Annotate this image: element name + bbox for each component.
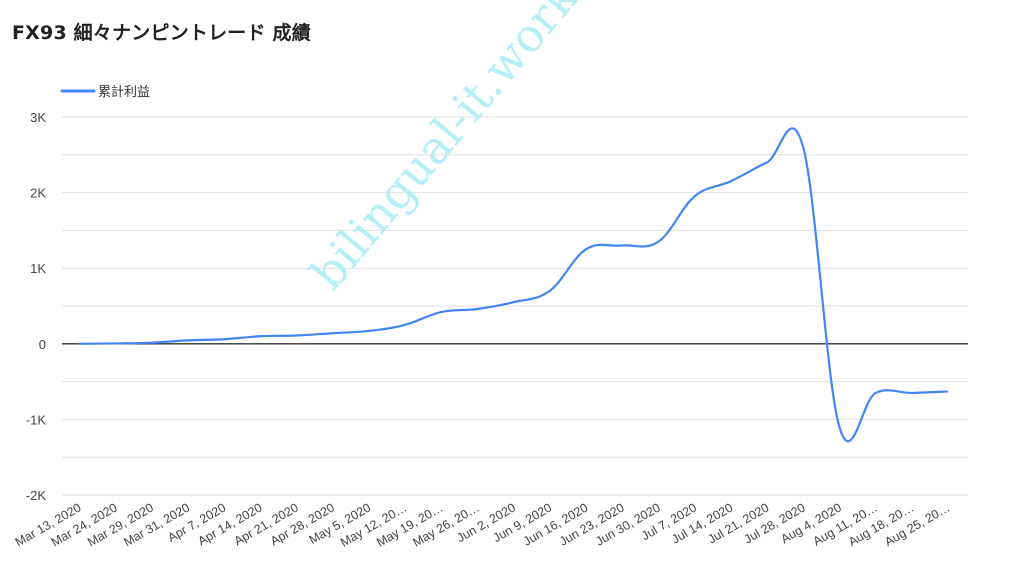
- data-point[interactable]: [220, 335, 228, 343]
- data-point[interactable]: [727, 177, 735, 185]
- chart-title: FX93 細々ナンピントレード 成績: [12, 22, 311, 44]
- data-point[interactable]: [401, 321, 409, 329]
- y-axis-ticks: 3K 2K 1K 0 -1K -2K: [26, 110, 47, 503]
- y-tick-label: 3K: [30, 110, 46, 125]
- data-point[interactable]: [872, 389, 880, 397]
- data-point[interactable]: [618, 242, 626, 250]
- legend-label: 累計利益: [98, 84, 150, 100]
- data-point[interactable]: [292, 331, 300, 339]
- data-point[interactable]: [510, 298, 518, 306]
- series-group: [75, 127, 952, 443]
- data-point[interactable]: [184, 336, 192, 344]
- data-point[interactable]: [256, 332, 264, 340]
- data-point[interactable]: [365, 327, 373, 335]
- data-point[interactable]: [546, 287, 554, 295]
- y-tick-label: 0: [39, 337, 46, 352]
- y-tick-label: 2K: [30, 186, 46, 201]
- data-point[interactable]: [654, 238, 662, 246]
- data-point[interactable]: [328, 329, 336, 337]
- data-point[interactable]: [763, 158, 771, 166]
- data-point[interactable]: [908, 389, 916, 397]
- data-point[interactable]: [111, 339, 119, 347]
- data-point[interactable]: [582, 245, 590, 253]
- data-point[interactable]: [473, 305, 481, 313]
- y-tick-label: 1K: [30, 261, 46, 276]
- legend[interactable]: 累計利益: [60, 84, 150, 100]
- series-line: [78, 127, 949, 443]
- data-point[interactable]: [944, 387, 952, 395]
- data-point[interactable]: [835, 423, 843, 431]
- data-point[interactable]: [691, 192, 699, 200]
- gridlines: [62, 116, 968, 496]
- y-tick-label: -2K: [26, 488, 47, 503]
- data-point[interactable]: [799, 143, 807, 151]
- data-point[interactable]: [147, 339, 155, 347]
- data-point[interactable]: [75, 340, 83, 348]
- y-tick-label: -1K: [26, 412, 47, 427]
- data-point[interactable]: [437, 308, 445, 316]
